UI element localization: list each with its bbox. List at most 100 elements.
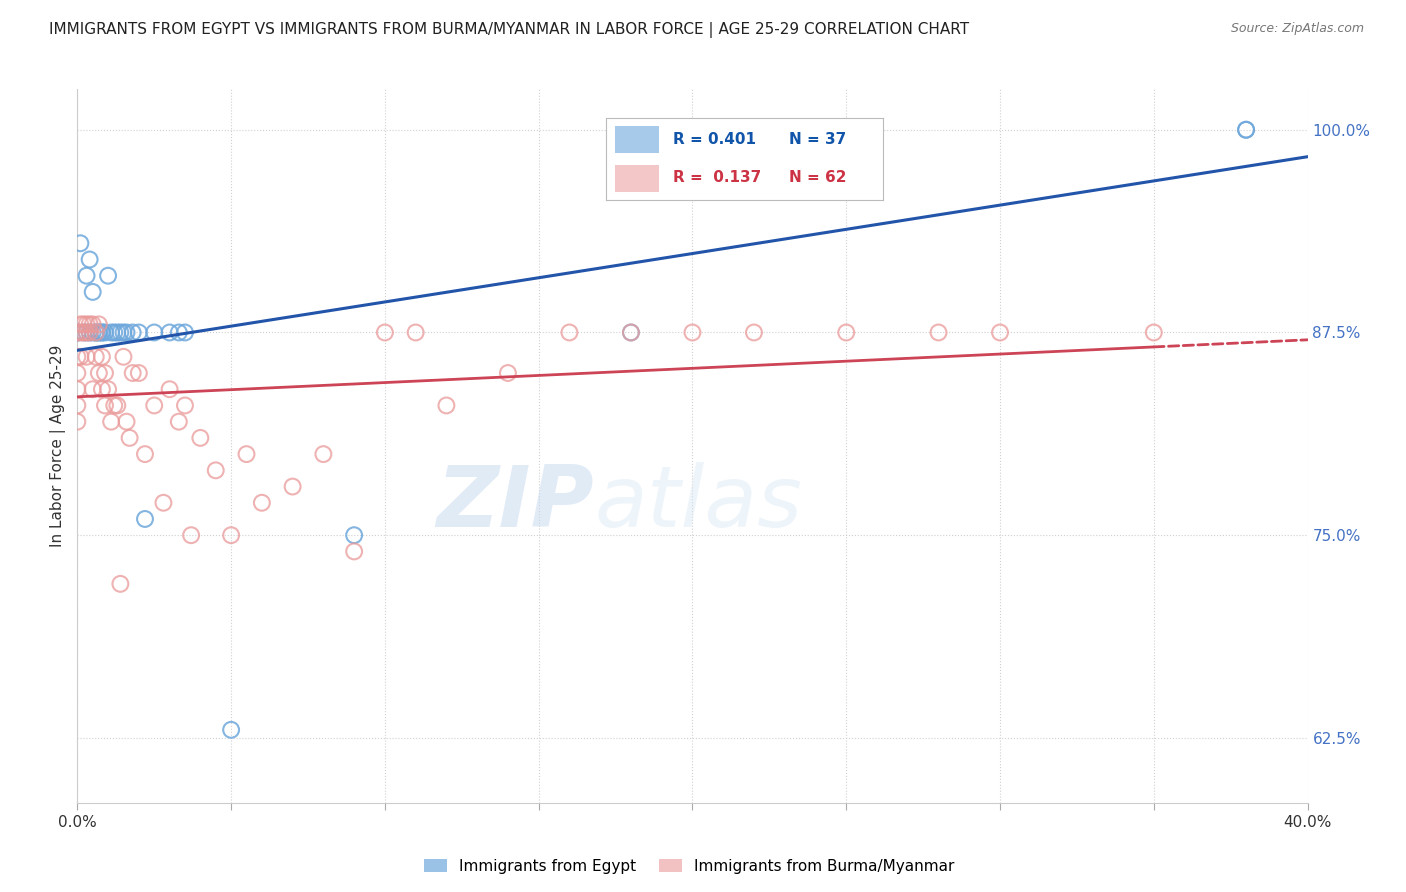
Point bbox=[219, 723, 242, 737]
Point bbox=[105, 399, 128, 413]
Point bbox=[69, 236, 91, 251]
Point bbox=[558, 326, 581, 340]
Point bbox=[97, 382, 120, 396]
Point bbox=[66, 366, 89, 380]
FancyBboxPatch shape bbox=[614, 164, 659, 192]
Point bbox=[76, 318, 98, 332]
Text: R =  0.137: R = 0.137 bbox=[672, 170, 761, 186]
Point bbox=[188, 431, 212, 445]
Point bbox=[281, 479, 304, 493]
Point bbox=[143, 399, 166, 413]
Point bbox=[87, 318, 110, 332]
Point bbox=[235, 447, 257, 461]
Point bbox=[928, 326, 950, 340]
Point bbox=[66, 350, 89, 364]
Point bbox=[250, 496, 273, 510]
Point bbox=[66, 326, 89, 340]
Point bbox=[76, 326, 98, 340]
Point bbox=[436, 399, 458, 413]
Point bbox=[112, 326, 135, 340]
Text: Source: ZipAtlas.com: Source: ZipAtlas.com bbox=[1230, 22, 1364, 36]
Point bbox=[103, 399, 125, 413]
Point bbox=[69, 318, 91, 332]
FancyBboxPatch shape bbox=[614, 126, 659, 153]
Point bbox=[988, 326, 1011, 340]
Point bbox=[82, 382, 104, 396]
Point bbox=[82, 285, 104, 299]
Point bbox=[66, 399, 89, 413]
Y-axis label: In Labor Force | Age 25-29: In Labor Force | Age 25-29 bbox=[51, 345, 66, 547]
Point bbox=[87, 326, 110, 340]
Point bbox=[620, 326, 643, 340]
Point bbox=[312, 447, 335, 461]
Point bbox=[84, 326, 107, 340]
Point bbox=[90, 382, 114, 396]
Point bbox=[1143, 326, 1166, 340]
Point bbox=[105, 326, 128, 340]
Text: N = 62: N = 62 bbox=[789, 170, 846, 186]
Point bbox=[79, 326, 101, 340]
Point bbox=[79, 318, 101, 332]
Point bbox=[94, 399, 117, 413]
Point bbox=[121, 326, 143, 340]
Point bbox=[76, 268, 98, 283]
Point bbox=[742, 326, 765, 340]
Point bbox=[66, 415, 89, 429]
Point bbox=[82, 326, 104, 340]
Point bbox=[134, 447, 156, 461]
Point bbox=[682, 326, 704, 340]
Point bbox=[152, 496, 174, 510]
Text: N = 37: N = 37 bbox=[789, 132, 846, 147]
Point bbox=[69, 326, 91, 340]
Point bbox=[374, 326, 396, 340]
Point bbox=[134, 512, 156, 526]
Point bbox=[66, 382, 89, 396]
Point bbox=[496, 366, 519, 380]
Point bbox=[343, 528, 366, 542]
Point bbox=[112, 350, 135, 364]
Point bbox=[159, 326, 181, 340]
Text: IMMIGRANTS FROM EGYPT VS IMMIGRANTS FROM BURMA/MYANMAR IN LABOR FORCE | AGE 25-2: IMMIGRANTS FROM EGYPT VS IMMIGRANTS FROM… bbox=[49, 22, 969, 38]
Point bbox=[118, 431, 141, 445]
Point bbox=[72, 326, 94, 340]
Point bbox=[219, 528, 242, 542]
Point bbox=[90, 326, 114, 340]
Point bbox=[69, 350, 91, 364]
Point bbox=[128, 326, 150, 340]
Point bbox=[343, 544, 366, 558]
Point bbox=[174, 326, 197, 340]
Point bbox=[66, 326, 89, 340]
Point bbox=[76, 326, 98, 340]
Point bbox=[143, 326, 166, 340]
Point bbox=[121, 366, 143, 380]
Point bbox=[103, 326, 125, 340]
Point bbox=[128, 366, 150, 380]
Point bbox=[159, 382, 181, 396]
Point bbox=[1234, 122, 1257, 136]
Point bbox=[84, 326, 107, 340]
Point bbox=[1234, 122, 1257, 136]
Point bbox=[90, 350, 114, 364]
Point bbox=[94, 366, 117, 380]
Text: ZIP: ZIP bbox=[436, 461, 595, 545]
Point bbox=[72, 326, 94, 340]
Point bbox=[115, 326, 138, 340]
Point bbox=[204, 463, 226, 477]
Point bbox=[110, 577, 132, 591]
Text: R = 0.401: R = 0.401 bbox=[672, 132, 756, 147]
Point bbox=[100, 326, 122, 340]
Point bbox=[835, 326, 858, 340]
Point bbox=[94, 326, 117, 340]
Point bbox=[405, 326, 427, 340]
Point bbox=[79, 252, 101, 267]
Point bbox=[87, 366, 110, 380]
Point bbox=[87, 326, 110, 340]
Point bbox=[174, 399, 197, 413]
Point bbox=[97, 268, 120, 283]
Point bbox=[167, 415, 190, 429]
Legend: Immigrants from Egypt, Immigrants from Burma/Myanmar: Immigrants from Egypt, Immigrants from B… bbox=[418, 853, 960, 880]
Point bbox=[79, 326, 101, 340]
Point bbox=[167, 326, 190, 340]
Point bbox=[180, 528, 202, 542]
Point bbox=[84, 326, 107, 340]
